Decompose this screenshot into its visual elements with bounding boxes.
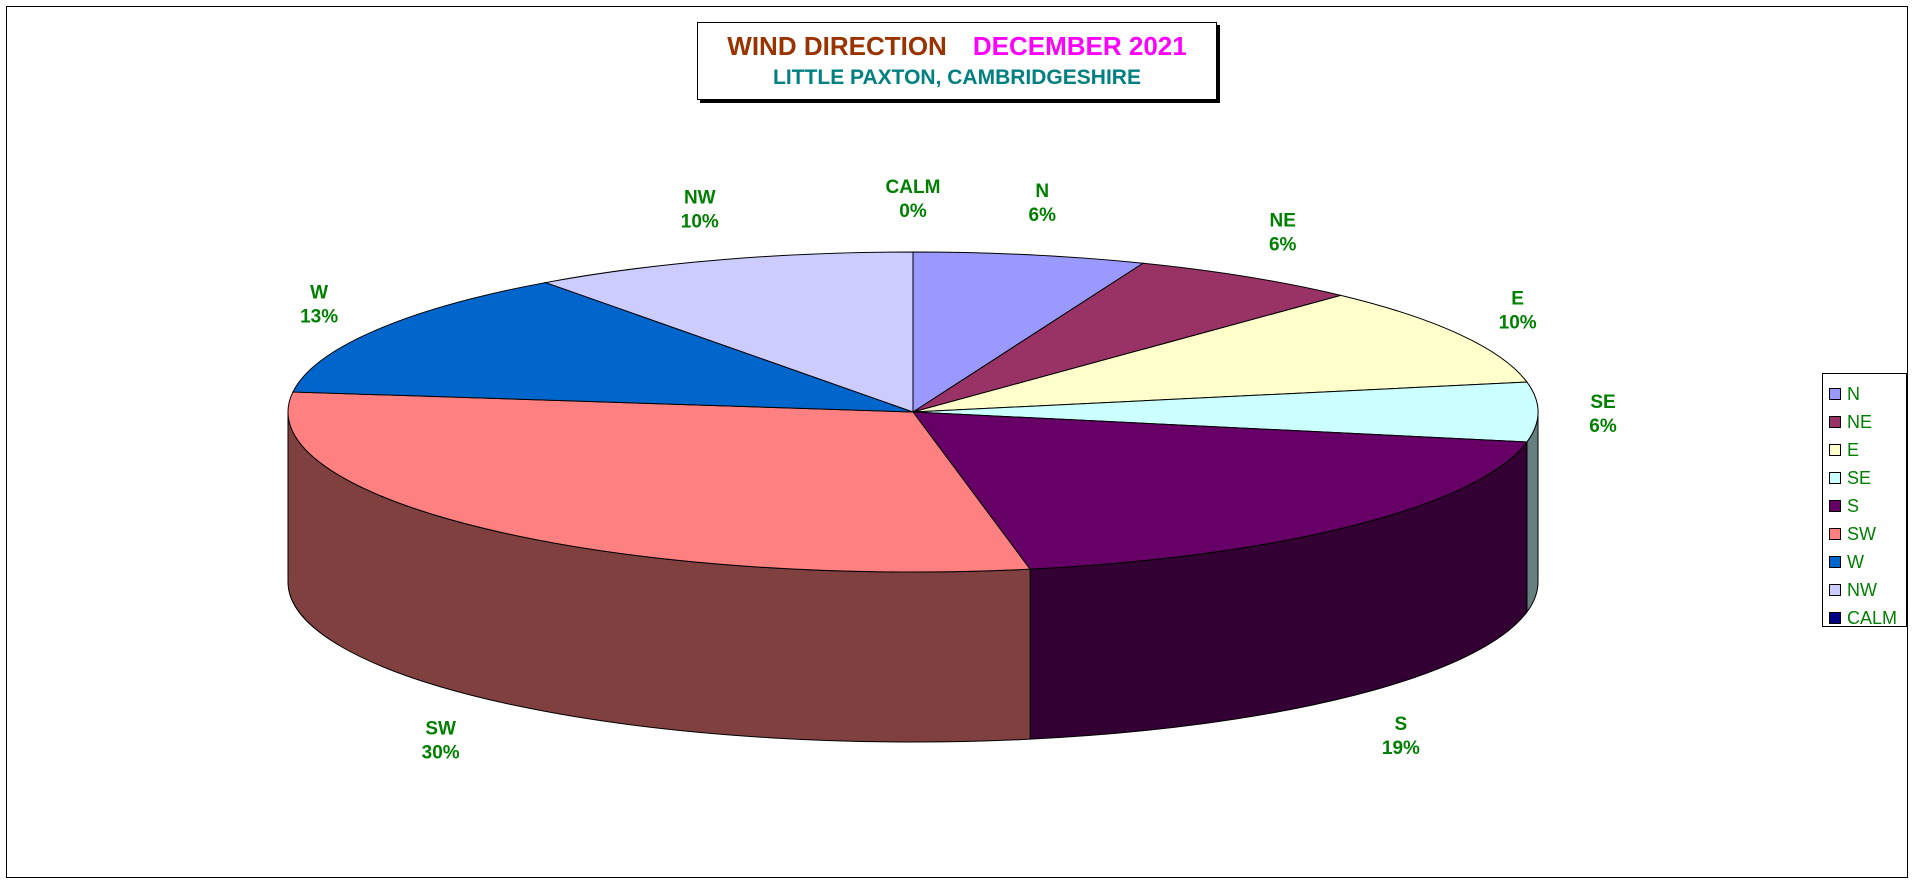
legend-swatch bbox=[1829, 584, 1841, 596]
legend-item-w: W bbox=[1823, 548, 1906, 576]
slice-label-se: SE 6% bbox=[1589, 392, 1617, 437]
chart-title: WIND DIRECTION DECEMBER 2021 bbox=[698, 31, 1216, 61]
svg-text:CALM: CALM bbox=[886, 177, 941, 198]
legend-label: SW bbox=[1847, 523, 1876, 544]
svg-text:10%: 10% bbox=[1499, 312, 1537, 333]
legend-label: SE bbox=[1847, 467, 1872, 488]
svg-text:S: S bbox=[1395, 714, 1408, 735]
slice-labels: N 6% NE 6% E 10% SE 6% S 19% SW 30% W 13% NW 10% CALM 0% bbox=[300, 177, 1617, 764]
legend-item-n: N bbox=[1823, 380, 1906, 408]
legend-label: E bbox=[1847, 439, 1860, 460]
slice-label-nw: NW 10% bbox=[681, 188, 719, 233]
legend-item-nw: NW bbox=[1823, 576, 1906, 604]
legend-label: N bbox=[1847, 383, 1860, 404]
slice-label-sw: SW 30% bbox=[422, 719, 460, 764]
svg-text:6%: 6% bbox=[1029, 205, 1057, 226]
legend-swatch bbox=[1829, 416, 1841, 428]
slice-s bbox=[911, 411, 1528, 570]
svg-text:6%: 6% bbox=[1589, 416, 1617, 437]
legend-label: CALM bbox=[1847, 607, 1898, 628]
svg-text:W: W bbox=[310, 283, 328, 304]
slice-side-se bbox=[1526, 411, 1539, 614]
legend-swatch bbox=[1829, 472, 1841, 484]
svg-text:10%: 10% bbox=[681, 212, 719, 233]
svg-text:SW: SW bbox=[425, 719, 456, 740]
slice-n bbox=[912, 251, 1145, 413]
svg-text:0%: 0% bbox=[899, 201, 927, 222]
svg-text:6%: 6% bbox=[1269, 234, 1297, 255]
svg-text:NE: NE bbox=[1270, 210, 1296, 231]
pie-sides bbox=[287, 411, 1539, 743]
svg-text:N: N bbox=[1035, 181, 1049, 202]
legend-swatch bbox=[1829, 528, 1841, 540]
slice-e bbox=[912, 294, 1528, 413]
pie-slices bbox=[287, 251, 1539, 573]
legend-swatch bbox=[1829, 556, 1841, 568]
svg-text:13%: 13% bbox=[300, 307, 338, 328]
svg-text:E: E bbox=[1511, 288, 1524, 309]
slice-w bbox=[292, 282, 914, 413]
legend-swatch bbox=[1829, 612, 1841, 624]
slice-label-ne: NE 6% bbox=[1269, 210, 1297, 255]
chart-subtitle: LITTLE PAXTON, CAMBRIDGESHIRE bbox=[773, 66, 1141, 89]
slice-label-n: N 6% bbox=[1029, 181, 1057, 226]
slice-se bbox=[912, 381, 1539, 443]
slice-label-s: S 19% bbox=[1382, 714, 1420, 759]
legend-item-ne: NE bbox=[1823, 408, 1906, 436]
chart-title-main: WIND DIRECTION bbox=[727, 31, 947, 61]
legend-swatch bbox=[1829, 444, 1841, 456]
legend-item-se: SE bbox=[1823, 464, 1906, 492]
svg-text:SE: SE bbox=[1590, 392, 1615, 413]
legend-label: S bbox=[1847, 495, 1860, 516]
chart-title-month: DECEMBER 2021 bbox=[972, 31, 1187, 61]
svg-text:30%: 30% bbox=[422, 743, 460, 764]
chart-title-box: WIND DIRECTION DECEMBER 2021 LITTLE PAXTO… bbox=[697, 22, 1217, 100]
slice-ne bbox=[912, 262, 1341, 413]
legend-item-sw: SW bbox=[1823, 520, 1906, 548]
legend-swatch bbox=[1829, 388, 1841, 400]
legend-label: NE bbox=[1847, 411, 1873, 432]
svg-text:NW: NW bbox=[684, 188, 716, 209]
legend-item-calm: CALM bbox=[1823, 604, 1906, 632]
slice-label-calm: CALM 0% bbox=[886, 177, 941, 222]
legend-label: NW bbox=[1847, 579, 1877, 600]
legend-swatch bbox=[1829, 500, 1841, 512]
slice-label-w: W 13% bbox=[300, 283, 338, 328]
slice-sw bbox=[287, 391, 1032, 573]
legend-label: W bbox=[1847, 551, 1864, 572]
legend: N NE E SE S SW W NW CALM bbox=[1822, 373, 1907, 628]
slice-nw bbox=[543, 251, 914, 413]
svg-text:19%: 19% bbox=[1382, 738, 1420, 759]
legend-item-s: S bbox=[1823, 492, 1906, 520]
legend-item-e: E bbox=[1823, 436, 1906, 464]
slice-label-e: E 10% bbox=[1499, 288, 1537, 333]
